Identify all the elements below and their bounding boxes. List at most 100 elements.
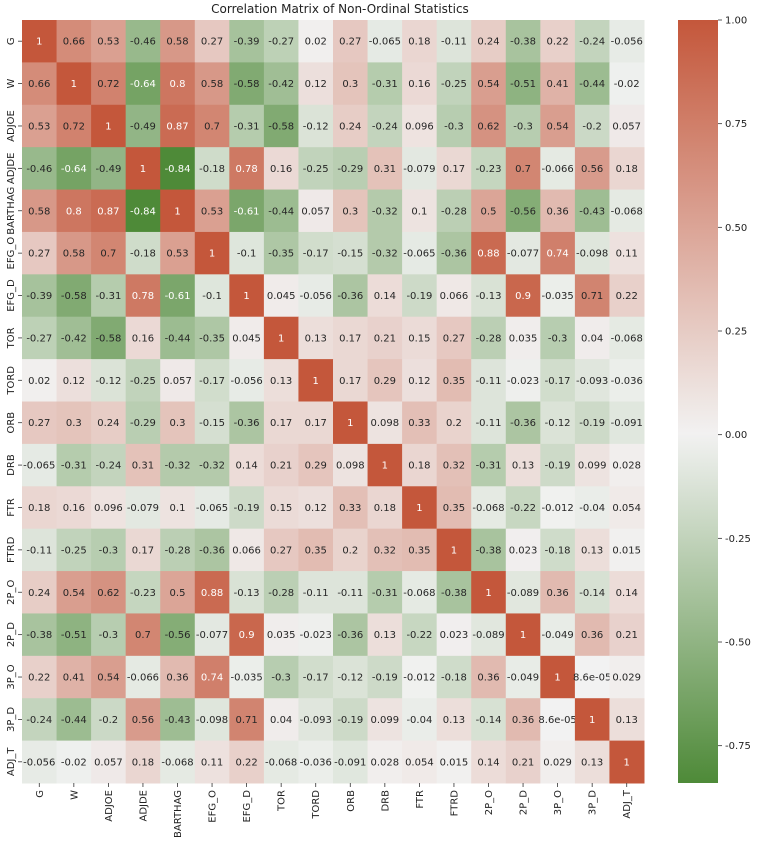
heatmap-cell [505,147,541,191]
heatmap-cell-label: 0.16 [408,79,430,90]
heatmap-cell-label: 0.54 [546,121,568,132]
heatmap-cell [194,274,230,318]
heatmap-cell [298,401,334,445]
heatmap-cell [298,613,334,657]
heatmap-cell-label: 0.78 [235,164,257,175]
heatmap-cell [471,655,507,699]
row-label: 3P_O [6,664,17,689]
heatmap-cell-label: -0.15 [337,249,363,260]
heatmap-cell [574,20,610,63]
heatmap-cell-label: 0.24 [97,418,119,429]
heatmap-cell [367,443,403,487]
heatmap-cell-label: 0.88 [477,249,499,260]
heatmap-cell-label: -0.13 [476,291,502,302]
heatmap-cell [91,698,127,742]
heatmap-cell-label: 0.33 [339,503,361,514]
heatmap-cell [436,571,472,614]
heatmap-cell [540,104,576,148]
heatmap-cell-label: 0.27 [443,333,465,344]
heatmap-cell-label: 1 [71,79,77,90]
heatmap-cell-label: 0.24 [339,121,361,132]
heatmap-cell-label: -0.23 [130,588,156,599]
heatmap-cell [56,401,92,445]
column-label: BARTHAG [173,790,184,837]
heatmap-cell-label: 0.41 [63,673,85,684]
heatmap-cell-label: 0.2 [342,545,358,556]
heatmap-cell-label: -0.25 [61,545,87,556]
heatmap-cell [471,20,507,63]
heatmap-cell-label: 1 [243,291,249,302]
heatmap-cell-label: 0.36 [166,673,188,684]
heatmap-cell [333,740,369,784]
heatmap-cell-label: 0.045 [267,291,296,302]
column-label: ADJOE [104,790,115,822]
heatmap-cell [160,486,196,530]
heatmap-cell-label: -0.19 [406,291,432,302]
heatmap-cell-label: 0.02 [305,37,327,48]
heatmap-cell-label: 1 [174,206,180,217]
heatmap-cell-label: -0.36 [337,630,363,641]
heatmap-cell [436,20,472,63]
heatmap-cell-label: 0.17 [132,545,154,556]
heatmap-cell [22,486,58,530]
heatmap-cell-label: 0.057 [301,206,330,217]
heatmap-cell [125,401,161,445]
heatmap-cell-label: 0.3 [342,79,358,90]
heatmap-cell-label: 0.87 [166,121,188,132]
heatmap-cell-label: -0.098 [576,249,608,260]
heatmap-cell-label: -0.068 [265,757,297,768]
chart-title: Correlation Matrix of Non-Ordinal Statis… [211,2,469,16]
heatmap-cell-label: -0.012 [541,503,573,514]
heatmap-cell-label: -0.14 [476,715,502,726]
heatmap-cell [402,740,438,784]
row-label: W [6,79,17,89]
heatmap-cell [91,104,127,148]
heatmap-cell [194,571,230,614]
heatmap-cell [56,104,92,148]
colorbar-tick-label: 0.75 [725,119,747,130]
heatmap-cell [263,20,299,63]
heatmap-cell-label: -0.35 [268,249,294,260]
heatmap-cell [333,274,369,318]
column-label: W [69,790,80,800]
heatmap-cell-label: -0.056 [230,376,262,387]
heatmap-cell [471,189,507,233]
heatmap-cell-label: -0.04 [406,715,432,726]
heatmap-cell-label: -0.58 [95,333,121,344]
heatmap-cell [56,613,92,657]
colorbar-tick-label: 1.00 [725,16,747,27]
heatmap-cell-label: -0.17 [303,673,329,684]
heatmap-cell-label: -0.22 [510,503,536,514]
heatmap-cell-label: 0.13 [581,545,603,556]
heatmap-cell [56,274,92,318]
heatmap-cell-label: -0.13 [234,588,260,599]
row-label: TORD [6,366,17,396]
column-label: ADJDE [138,790,149,822]
heatmap-cell [91,231,127,275]
heatmap-cell-label: 0.099 [578,461,607,472]
heatmap-cell-label: -0.36 [510,418,536,429]
heatmap-cell-label: 0.13 [374,630,396,641]
heatmap-cell-label: 0.14 [477,757,499,768]
heatmap-cell [160,104,196,148]
heatmap-cell [194,655,230,699]
heatmap-cell [229,401,265,445]
heatmap-cell-label: 0.54 [477,79,499,90]
heatmap-cell-label: 0.27 [270,545,292,556]
heatmap-cell [263,147,299,191]
heatmap-cell-label: -0.17 [303,249,329,260]
heatmap-cell [22,655,58,699]
heatmap-cell-label: -0.32 [372,249,398,260]
heatmap-cell [263,443,299,487]
column-label: FTR [415,790,426,809]
row-label: 3P_D [6,707,17,732]
row-label: ADJOE [6,110,17,142]
heatmap-cell-label: -0.84 [165,164,191,175]
heatmap-cell-label: 0.27 [201,37,223,48]
heatmap-cell-label: 0.13 [512,461,534,472]
heatmap-cell-label: 0.53 [201,206,223,217]
heatmap-cell-label: -0.035 [541,291,573,302]
heatmap-cell-label: 0.36 [512,715,534,726]
heatmap-cell-label: 0.5 [481,206,497,217]
heatmap-cell [91,20,127,63]
